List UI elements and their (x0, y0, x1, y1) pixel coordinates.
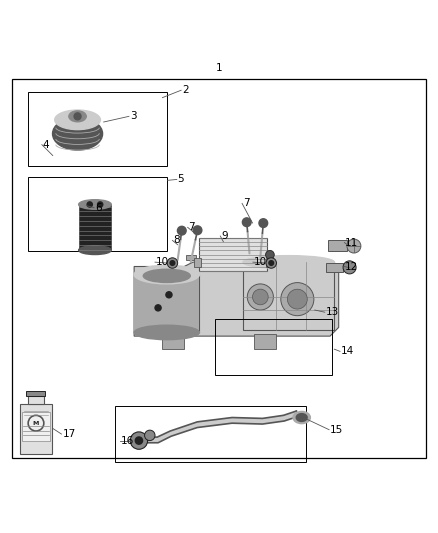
Text: 1: 1 (215, 63, 223, 74)
Text: 13: 13 (325, 307, 339, 317)
Text: 8: 8 (173, 236, 180, 245)
Circle shape (134, 436, 143, 445)
Circle shape (266, 258, 276, 268)
Bar (28, 396, 44, 403)
Bar (20, 403, 52, 454)
Ellipse shape (293, 411, 311, 424)
Ellipse shape (143, 269, 190, 282)
Text: M: M (33, 421, 39, 426)
Bar (254, 334, 276, 349)
Ellipse shape (53, 117, 102, 150)
Text: 10: 10 (254, 257, 267, 267)
Text: 16: 16 (121, 435, 134, 446)
Bar (79, 205, 111, 250)
Bar (134, 274, 199, 333)
Circle shape (268, 260, 274, 266)
Circle shape (242, 218, 251, 227)
Circle shape (167, 258, 178, 268)
Bar (162, 334, 184, 349)
Bar (243, 262, 334, 329)
Bar (199, 238, 267, 271)
Bar (325, 263, 343, 272)
Bar (28, 177, 167, 251)
Circle shape (265, 251, 274, 259)
Circle shape (253, 289, 268, 305)
Bar (186, 255, 196, 260)
Bar (26, 391, 46, 396)
Bar (194, 258, 201, 266)
Text: 17: 17 (62, 429, 76, 439)
Ellipse shape (134, 325, 199, 340)
Circle shape (145, 430, 155, 441)
Circle shape (130, 432, 148, 449)
Bar (215, 319, 332, 375)
Text: 7: 7 (243, 198, 250, 208)
Text: 14: 14 (341, 346, 354, 357)
Ellipse shape (79, 200, 111, 209)
Ellipse shape (79, 246, 111, 255)
Circle shape (247, 284, 273, 310)
Circle shape (193, 226, 202, 235)
Text: 11: 11 (345, 238, 358, 247)
Bar (28, 92, 167, 166)
Text: 5: 5 (178, 174, 184, 184)
Ellipse shape (69, 111, 86, 122)
Bar (22, 413, 50, 441)
Circle shape (347, 239, 361, 253)
Circle shape (343, 261, 356, 274)
Bar (265, 258, 272, 266)
Circle shape (281, 282, 314, 316)
Ellipse shape (296, 414, 307, 422)
Text: 3: 3 (130, 111, 136, 122)
Circle shape (170, 260, 176, 266)
Ellipse shape (134, 265, 199, 284)
Bar (115, 406, 306, 462)
Text: 2: 2 (182, 85, 189, 95)
Circle shape (98, 202, 103, 207)
Text: 4: 4 (43, 140, 49, 150)
Circle shape (87, 202, 92, 207)
Polygon shape (134, 260, 339, 336)
Ellipse shape (55, 110, 100, 130)
Bar (12, 79, 426, 458)
Text: 9: 9 (221, 231, 228, 241)
Bar (328, 240, 347, 251)
Ellipse shape (243, 256, 334, 269)
Circle shape (155, 305, 161, 311)
Circle shape (287, 289, 307, 309)
Text: 7: 7 (188, 222, 195, 232)
Circle shape (74, 113, 81, 120)
Text: 6: 6 (95, 203, 102, 213)
Text: 15: 15 (330, 425, 343, 435)
Circle shape (177, 227, 186, 235)
Circle shape (166, 292, 172, 298)
Circle shape (259, 219, 268, 228)
Text: 10: 10 (156, 257, 169, 267)
Polygon shape (136, 411, 297, 443)
Text: 12: 12 (345, 262, 358, 271)
